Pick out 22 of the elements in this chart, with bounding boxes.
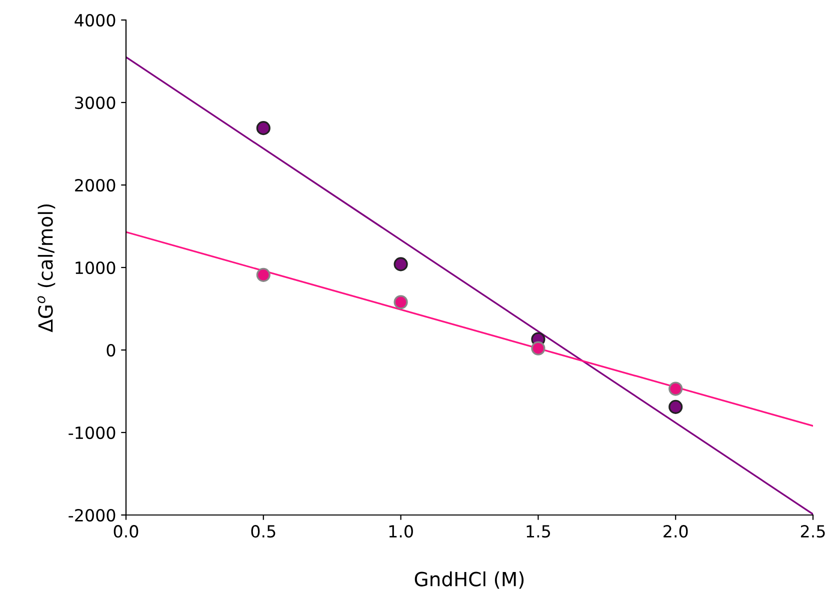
point — [668, 382, 683, 396]
point — [256, 268, 270, 282]
x-tick-label: 2.5 — [800, 525, 825, 538]
y-tick-label: 0 — [106, 344, 116, 357]
point — [394, 295, 408, 310]
y-tick-label: -1000 — [68, 426, 116, 440]
y-tick-label: -2000 — [68, 508, 116, 522]
x-axis-title: GndHCl (M) — [414, 571, 524, 589]
y-tick-label: 2000 — [75, 178, 116, 192]
x-tick-label: 1.0 — [389, 525, 413, 538]
point — [256, 121, 270, 136]
y-tick-label: 4000 — [74, 14, 116, 27]
x-tick-label: 2.0 — [664, 525, 688, 538]
point — [668, 400, 683, 414]
x-tick-label: 1.5 — [526, 525, 550, 538]
point — [531, 341, 546, 356]
x-tick-label: 0.5 — [251, 525, 276, 538]
x-tick-label: 0.0 — [114, 525, 138, 538]
y-tick-label: 3000 — [75, 96, 116, 110]
y-tick-label: 1000 — [76, 261, 116, 274]
y-axis-title: ΔG$^{o}$ (cal/mol) — [38, 204, 56, 332]
point — [394, 257, 408, 272]
